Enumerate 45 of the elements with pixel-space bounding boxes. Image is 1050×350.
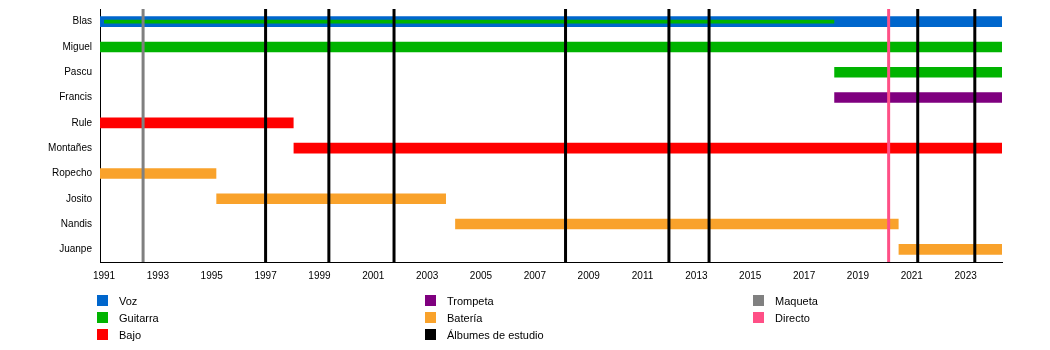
y-tick-label: Josito (65, 192, 93, 204)
x-tick-label: 2005 (469, 269, 493, 281)
x-tick-label: 2019 (846, 269, 870, 281)
bar (104, 19, 835, 24)
x-tick-label: 1999 (308, 269, 331, 281)
x-tick-label: 1997 (254, 269, 278, 281)
y-tick-label: Ropecho (51, 167, 93, 179)
y-tick-label: Nandis (60, 217, 92, 229)
x-tick-label: 2013 (685, 269, 708, 281)
y-tick-label: Juanpe (59, 243, 93, 255)
x-tick-label: 2003 (416, 269, 439, 281)
legend-label: Batería (447, 311, 483, 324)
bar (898, 244, 1002, 255)
legend-label: Voz (119, 294, 138, 307)
legend-label: Directo (775, 311, 810, 324)
x-tick-label: 2023 (954, 269, 978, 281)
bar (455, 218, 899, 230)
bar (834, 66, 1002, 78)
legend-label: Trompeta (447, 294, 494, 307)
y-tick-label: Pascu (64, 66, 92, 77)
bar (834, 92, 1002, 103)
bar (100, 41, 1002, 53)
x-tick-label: 2009 (577, 269, 601, 281)
x-tick-label: 2007 (523, 269, 547, 281)
y-tick-label: Miguel (62, 40, 92, 52)
bar (216, 193, 446, 205)
x-tick-label: 2017 (792, 269, 816, 281)
legend-label: Bajo (119, 328, 142, 341)
x-tick-label: 1993 (146, 269, 170, 281)
y-tick-label: Blas (72, 15, 92, 27)
legend-label: Álbumes de estudio (447, 328, 544, 341)
x-tick-label: 2021 (900, 269, 924, 281)
bar (100, 168, 217, 179)
x-tick-label: 1991 (92, 269, 116, 281)
x-tick-label: 2001 (362, 269, 385, 281)
x-tick-label: 1995 (200, 269, 224, 281)
bar (293, 142, 1002, 154)
y-tick-label: Rule (71, 116, 93, 128)
y-tick-label: Montañes (48, 141, 92, 153)
legend-label: Maqueta (775, 294, 818, 307)
legend-label: Guitarra (119, 311, 159, 324)
x-tick-label: 2015 (739, 269, 762, 281)
x-tick-label: 2011 (631, 269, 654, 281)
y-tick-label: Francis (59, 91, 92, 103)
bar (100, 117, 294, 129)
